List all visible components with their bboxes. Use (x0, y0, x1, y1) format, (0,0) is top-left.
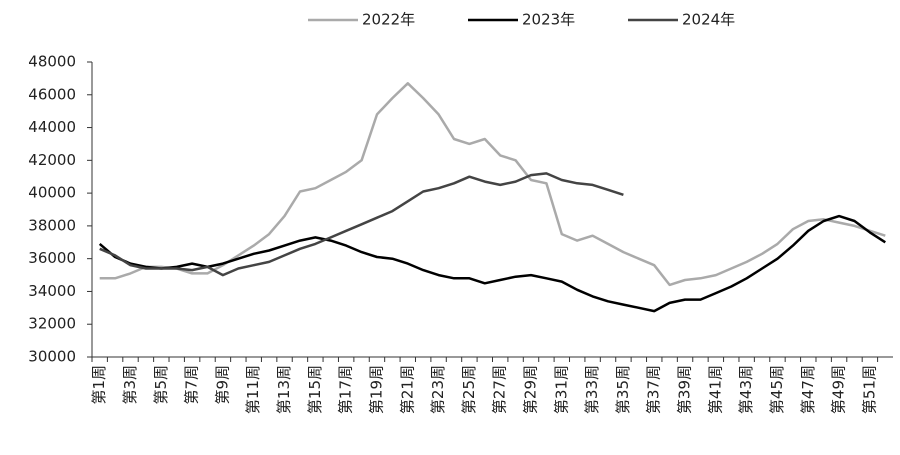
y-tick-label: 44000 (28, 118, 76, 136)
x-tick-label: 第15周 (306, 365, 324, 414)
x-tick-label: 第43周 (737, 365, 755, 414)
y-tick-label: 40000 (28, 184, 76, 202)
line-series (98, 214, 886, 313)
legend-label: 2022年 (362, 11, 415, 29)
x-tick-label: 第39周 (676, 365, 694, 414)
legend-label: 2023年 (522, 11, 575, 29)
y-tick-label: 34000 (28, 282, 76, 300)
x-tick-label: 第29周 (522, 365, 540, 414)
x-tick-label: 第41周 (706, 365, 724, 414)
x-tick-label: 第19周 (367, 365, 385, 414)
x-tick-label: 第23周 (429, 365, 447, 414)
y-tick-label: 46000 (28, 85, 76, 103)
x-tick-label: 第17周 (337, 365, 355, 414)
x-tick-label: 第1周 (90, 365, 108, 405)
x-tick-label: 第33周 (583, 365, 601, 414)
x-tick-label: 第3周 (121, 365, 139, 405)
y-tick-label: 48000 (28, 53, 76, 71)
x-tick-label: 第31周 (552, 365, 570, 414)
x-tick-label: 第27周 (491, 365, 509, 414)
x-tick-label: 第37周 (645, 365, 663, 414)
x-tick-label: 第45周 (768, 365, 786, 414)
x-tick-label: 第21周 (398, 365, 416, 414)
x-tick-label: 第13周 (275, 365, 293, 414)
x-tick-label: 第9周 (213, 365, 231, 405)
x-tick-label: 第49周 (830, 365, 848, 414)
x-tick-label: 第5周 (152, 365, 170, 405)
y-tick-label: 30000 (28, 348, 76, 366)
x-tick-label: 第47周 (799, 365, 817, 414)
y-tick-label: 38000 (28, 216, 76, 234)
line-series (99, 172, 624, 277)
x-tick-label: 第11周 (244, 365, 262, 414)
y-tick-label: 36000 (28, 249, 76, 267)
x-tick-label: 第35周 (614, 365, 632, 414)
y-tick-label: 32000 (28, 315, 76, 333)
x-tick-label: 第51周 (860, 365, 878, 414)
y-tick-label: 42000 (28, 151, 76, 169)
x-tick-label: 第25周 (460, 365, 478, 414)
legend-label: 2024年 (682, 11, 735, 29)
x-tick-label: 第7周 (183, 365, 201, 405)
